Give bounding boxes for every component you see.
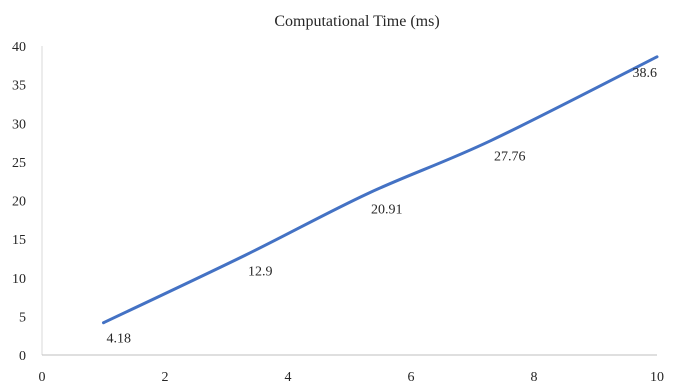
data-label: 4.18 — [107, 332, 132, 347]
y-tick-label: 25 — [12, 156, 26, 171]
chart-title: Computational Time (ms) — [274, 13, 439, 30]
x-tick-label: 10 — [650, 370, 664, 385]
x-tick-label: 0 — [39, 370, 46, 385]
x-tick-label: 4 — [285, 370, 292, 385]
data-label: 20.91 — [371, 202, 403, 217]
data-label: 38.6 — [633, 66, 658, 81]
x-tick-label: 8 — [531, 370, 538, 385]
series-line — [102, 55, 659, 325]
x-tick-label: 6 — [408, 370, 415, 385]
data-label: 12.9 — [248, 264, 273, 279]
y-tick-label: 5 — [19, 310, 26, 325]
y-tick-label: 0 — [19, 349, 26, 364]
data-label: 27.76 — [494, 150, 526, 165]
y-tick-label: 35 — [12, 79, 26, 94]
y-tick-label: 20 — [12, 195, 26, 210]
x-tick-label: 2 — [162, 370, 169, 385]
y-tick-label: 30 — [12, 117, 26, 132]
y-tick-label: 40 — [12, 40, 26, 55]
y-tick-labels: 0 5 10 15 20 25 30 35 40 — [12, 40, 26, 364]
data-labels: 4.18 12.9 20.91 27.76 38.6 — [107, 66, 658, 347]
x-tick-labels: 0 2 4 6 8 10 — [39, 370, 665, 385]
y-tick-label: 10 — [12, 272, 26, 287]
y-tick-label: 15 — [12, 233, 26, 248]
